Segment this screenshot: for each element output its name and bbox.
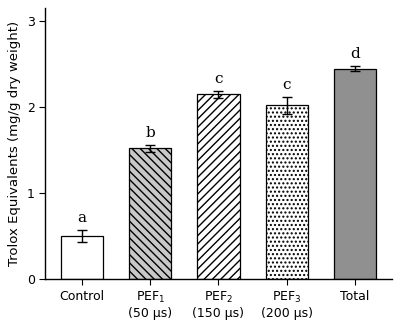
- Bar: [266, 106, 308, 279]
- Text: c: c: [282, 78, 291, 92]
- Text: d: d: [350, 47, 360, 61]
- Bar: [61, 236, 103, 279]
- Text: b: b: [146, 126, 155, 140]
- Bar: [334, 69, 376, 279]
- Bar: [129, 149, 172, 279]
- Text: c: c: [214, 72, 223, 86]
- Y-axis label: Trolox Equivalents (mg/g dry weight): Trolox Equivalents (mg/g dry weight): [8, 21, 21, 266]
- Bar: [197, 94, 240, 279]
- Text: a: a: [78, 211, 87, 225]
